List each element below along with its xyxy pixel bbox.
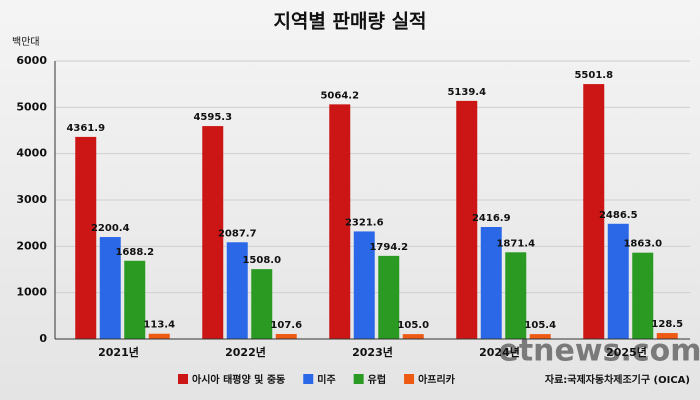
value-label: 5064.2 bbox=[320, 90, 359, 101]
bar bbox=[456, 100, 478, 339]
value-label: 2200.4 bbox=[91, 223, 130, 234]
value-label: 4595.3 bbox=[193, 112, 232, 123]
legend-swatch bbox=[404, 374, 415, 384]
y-tick-label: 3000 bbox=[16, 193, 47, 206]
bar bbox=[353, 231, 375, 339]
bar bbox=[148, 333, 170, 339]
x-tick-label: 2025년 bbox=[606, 345, 647, 359]
value-label: 5501.8 bbox=[574, 70, 613, 81]
source: 자료:국제자동차제조기구 (OICA) bbox=[545, 373, 690, 386]
value-label: 2416.9 bbox=[472, 213, 511, 224]
value-label: 105.4 bbox=[524, 320, 556, 331]
legend-swatch bbox=[303, 374, 314, 384]
y-tick-label: 0 bbox=[39, 332, 47, 345]
y-tick-label: 5000 bbox=[16, 100, 47, 113]
value-label: 1863.0 bbox=[623, 239, 662, 250]
value-label: 2486.5 bbox=[599, 210, 638, 221]
x-tick-label: 2021년 bbox=[98, 345, 139, 359]
value-label: 1688.2 bbox=[115, 247, 154, 258]
bar bbox=[75, 136, 97, 339]
x-tick-label: 2023년 bbox=[352, 345, 393, 359]
bar bbox=[656, 333, 678, 339]
bar bbox=[529, 334, 551, 339]
y-tick-label: 6000 bbox=[16, 54, 47, 67]
value-label: 105.0 bbox=[397, 320, 429, 331]
bar bbox=[202, 126, 224, 339]
value-label: 2321.6 bbox=[345, 217, 384, 228]
value-label: 1794.2 bbox=[369, 242, 408, 253]
x-tick-label: 2022년 bbox=[225, 345, 266, 359]
value-label: 107.6 bbox=[270, 320, 302, 331]
value-label: 5139.4 bbox=[447, 87, 486, 98]
value-label: 2087.7 bbox=[218, 228, 257, 239]
bar bbox=[632, 252, 654, 339]
y-tick-label: 2000 bbox=[16, 239, 47, 252]
bar bbox=[226, 242, 248, 339]
bar bbox=[329, 104, 351, 339]
bar bbox=[607, 223, 629, 339]
legend-label: 아프리카 bbox=[418, 373, 456, 386]
value-label: 128.5 bbox=[651, 319, 683, 330]
bar bbox=[480, 227, 502, 339]
bar bbox=[583, 84, 605, 339]
bar bbox=[402, 334, 424, 339]
bar bbox=[99, 237, 121, 339]
legend-label: 아시아 태평양 및 중동 bbox=[192, 373, 285, 386]
legend-label: 유럽 bbox=[368, 373, 386, 386]
value-label: 4361.9 bbox=[66, 123, 105, 134]
x-tick-label: 2024년 bbox=[479, 345, 520, 359]
legend-swatch bbox=[353, 374, 364, 384]
bar bbox=[378, 255, 400, 339]
y-tick-label: 4000 bbox=[16, 147, 47, 160]
chart-title: 지역별 판매량 실적 bbox=[273, 11, 426, 33]
bar bbox=[124, 260, 146, 339]
value-label: 1871.4 bbox=[496, 238, 535, 249]
bar bbox=[505, 252, 527, 339]
value-label: 1508.0 bbox=[242, 255, 281, 266]
y-unit: 백만대 bbox=[12, 36, 40, 48]
y-tick-label: 1000 bbox=[16, 286, 47, 299]
bar bbox=[275, 334, 297, 339]
value-label: 113.4 bbox=[143, 320, 175, 331]
bar bbox=[251, 269, 273, 339]
legend-label: 미주 bbox=[317, 373, 335, 386]
legend-swatch bbox=[178, 374, 188, 384]
